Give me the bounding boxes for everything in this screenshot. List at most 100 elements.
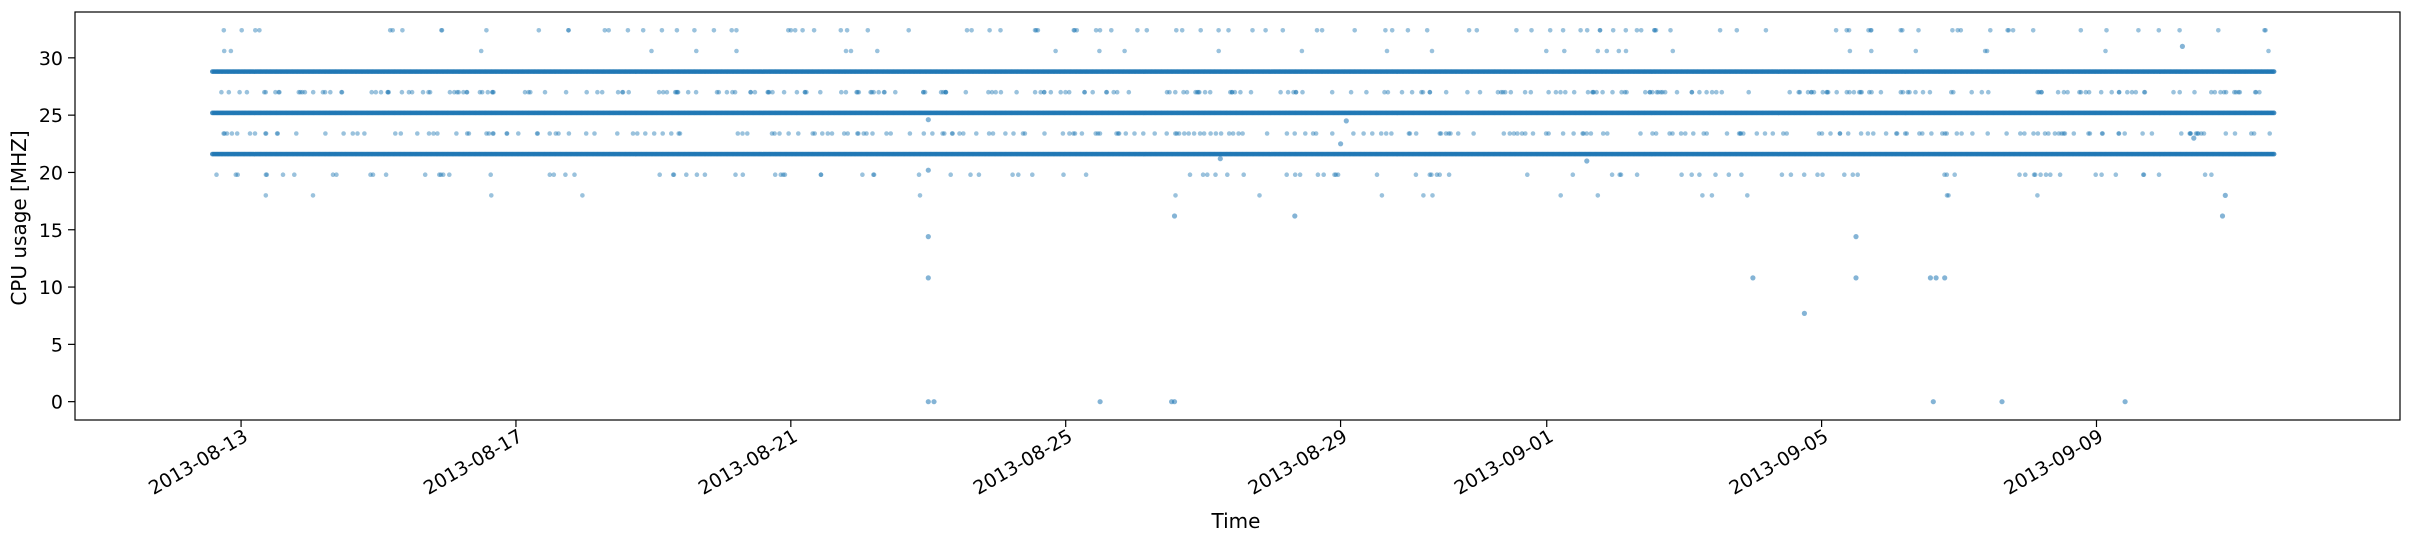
data-point: [2149, 131, 2155, 136]
data-point: [778, 172, 784, 177]
data-point: [1958, 28, 1964, 33]
data-point: [1815, 172, 1820, 177]
data-point: [950, 131, 955, 136]
data-point: [229, 131, 235, 136]
data-point: [1709, 193, 1715, 198]
data-point: [572, 172, 577, 177]
data-point: [1643, 89, 1648, 95]
data-point: [1361, 131, 1366, 136]
data-point: [1784, 131, 1789, 136]
data-point: [998, 28, 1003, 33]
data-point: [1913, 48, 1919, 54]
data-point: [547, 131, 552, 136]
data-point: [656, 89, 662, 95]
data-point: [2004, 131, 2009, 136]
data-point: [930, 131, 935, 136]
data-point: [843, 89, 849, 95]
data-point: [1668, 28, 1673, 33]
data-point: [1093, 131, 1098, 136]
data-point: [1584, 28, 1590, 33]
data-point: [2202, 172, 2208, 177]
data-point: [536, 28, 542, 33]
data-point: [685, 89, 691, 95]
data-point: [1883, 131, 1889, 136]
data-point: [1438, 131, 1444, 136]
data-point: [1171, 213, 1178, 219]
data-point: [253, 28, 258, 33]
data-point: [1959, 131, 1964, 136]
data-point: [2109, 89, 2114, 95]
data-point: [1689, 89, 1695, 95]
data-point: [670, 172, 676, 177]
data-point: [2136, 28, 2141, 33]
data-point: [547, 172, 553, 177]
data-point: [1927, 89, 1933, 95]
data-point: [1878, 89, 1884, 95]
data-point: [1624, 89, 1629, 95]
data-point: [916, 172, 922, 177]
data-point: [729, 28, 734, 33]
data-point: [1378, 131, 1384, 136]
data-point: [1171, 399, 1178, 405]
data-point: [310, 193, 316, 198]
data-point: [1208, 131, 1213, 136]
data-point: [2223, 89, 2229, 95]
data-point: [1501, 131, 1507, 136]
data-point: [1448, 131, 1453, 136]
data-point: [1638, 131, 1643, 136]
data-point: [2078, 89, 2084, 95]
data-point: [2052, 131, 2058, 136]
data-point: [2113, 172, 2119, 177]
data-point: [2048, 172, 2053, 177]
data-point: [1058, 89, 1063, 95]
data-point: [1900, 89, 1906, 95]
data-point: [237, 89, 242, 95]
data-point: [1466, 28, 1472, 33]
data-point: [1916, 28, 1921, 33]
data-point: [2116, 89, 2122, 95]
data-point: [399, 89, 405, 95]
data-point: [1623, 48, 1629, 54]
data-point: [735, 131, 741, 136]
data-point: [2018, 131, 2023, 136]
data-point: [1216, 28, 1221, 33]
data-point: [1280, 28, 1286, 33]
data-point: [420, 89, 426, 95]
data-point: [1750, 275, 1756, 281]
data-point: [1030, 172, 1035, 177]
data-point: [1429, 48, 1435, 54]
data-point: [1858, 89, 1863, 95]
data-point: [1529, 28, 1534, 33]
data-point: [2142, 89, 2147, 95]
data-point: [235, 172, 240, 177]
data-point: [1717, 28, 1723, 33]
data-point: [484, 131, 489, 136]
data-point: [1292, 131, 1297, 136]
data-point: [660, 131, 665, 136]
data-point: [1844, 28, 1849, 33]
data-point: [986, 131, 992, 136]
data-point: [917, 193, 923, 198]
data-point: [1240, 131, 1245, 136]
data-point: [383, 172, 389, 177]
data-point: [1230, 131, 1236, 136]
data-point: [818, 172, 824, 177]
data-point: [1674, 89, 1680, 95]
data-point: [1820, 172, 1825, 177]
data-point: [1293, 89, 1299, 95]
data-point: [845, 131, 850, 136]
data-point: [2125, 89, 2130, 95]
data-point: [839, 89, 844, 95]
data-point: [964, 28, 970, 33]
data-point: [1016, 172, 1021, 177]
data-point: [794, 89, 800, 95]
data-point: [1700, 193, 1705, 198]
data-point: [2257, 89, 2262, 95]
data-point: [1634, 172, 1640, 177]
data-point: [1697, 89, 1702, 95]
data-point: [740, 131, 745, 136]
data-point: [777, 131, 782, 136]
data-point: [1704, 131, 1709, 136]
data-point: [1053, 48, 1058, 54]
data-point: [1920, 89, 1926, 95]
